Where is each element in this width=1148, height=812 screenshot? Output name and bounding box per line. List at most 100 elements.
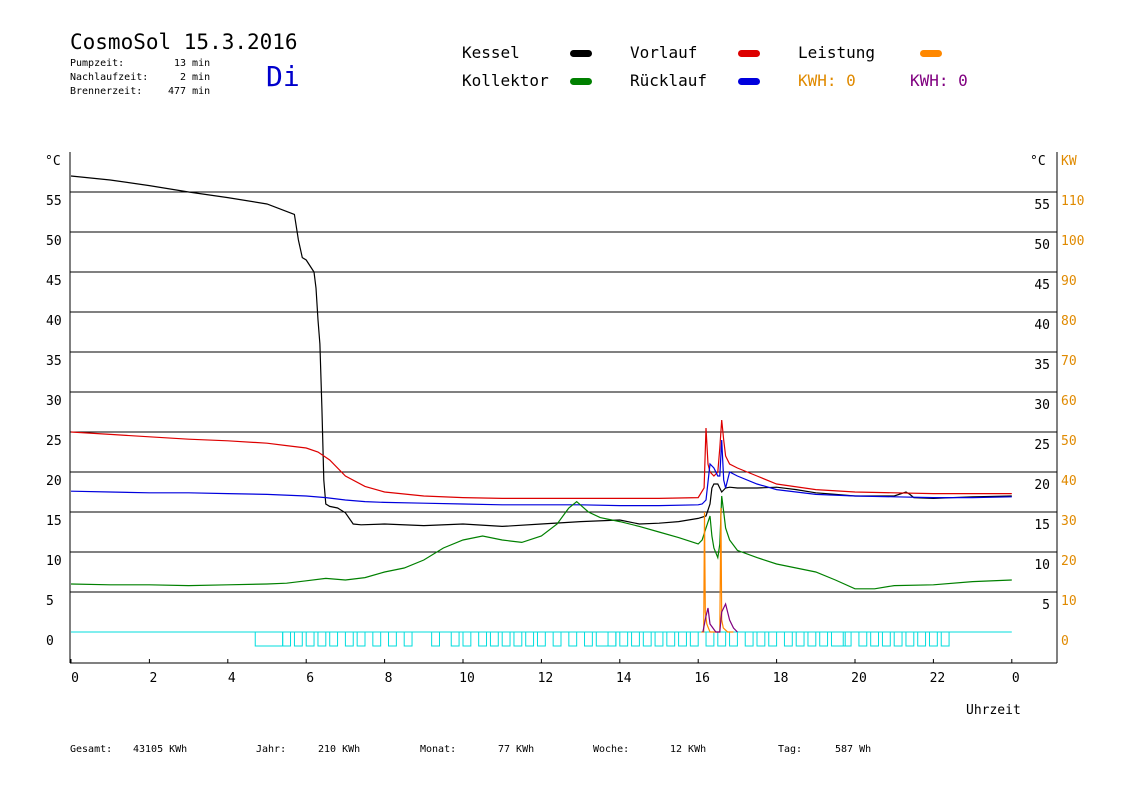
- y2-tick-label: 90: [1061, 274, 1077, 289]
- pump-marker: [552, 631, 562, 647]
- pump-marker: [595, 631, 617, 647]
- nachlaufzeit-label: Nachlaufzeit:: [70, 72, 149, 83]
- y-tick-label-left: 55: [46, 194, 62, 209]
- x-tick-label: 8: [385, 671, 393, 686]
- pump-marker: [893, 631, 903, 647]
- legend-kessel-label: Kessel: [462, 43, 520, 62]
- pump-marker: [513, 631, 523, 647]
- y2-tick-label: 40: [1061, 474, 1077, 489]
- x-tick-label: 0: [1012, 671, 1020, 686]
- series-line-kessel: [70, 175, 1012, 528]
- y-tick-label-left: 10: [46, 554, 62, 569]
- y-tick-label-left: 20: [46, 474, 62, 489]
- y-tick-label-right: 55: [1034, 198, 1050, 213]
- y2-tick-label: 110: [1061, 194, 1084, 209]
- x-tick-label: 18: [773, 671, 789, 686]
- pump-marker: [372, 631, 382, 647]
- x-tick-label: 6: [306, 671, 314, 686]
- y-tick-label-right: 40: [1034, 318, 1050, 333]
- x-tick-label: 16: [694, 671, 710, 686]
- legend-ruecklauf-swatch: [738, 78, 760, 85]
- y-tick-label-left: 15: [46, 514, 62, 529]
- x-tick-label: 20: [851, 671, 867, 686]
- y-tick-label-left: 25: [46, 434, 62, 449]
- pump-marker: [293, 631, 303, 647]
- pump-marker: [317, 631, 327, 647]
- pump-marker: [254, 631, 284, 647]
- legend-kollektor-label: Kollektor: [462, 71, 549, 90]
- pump-marker: [450, 631, 460, 647]
- pumpzeit-label: Pumpzeit:: [70, 58, 125, 69]
- pump-marker: [842, 631, 852, 647]
- pump-marker: [642, 631, 652, 647]
- y-tick-label-right: 5: [1042, 598, 1050, 613]
- y2-tick-label: 10: [1061, 594, 1077, 609]
- pumpzeit-value: 13 min: [174, 58, 211, 69]
- x-axis-label: Uhrzeit: [966, 703, 1021, 718]
- weekday-label: Di: [266, 60, 300, 93]
- y2-tick-label: 30: [1061, 514, 1077, 529]
- pump-marker: [689, 631, 699, 647]
- x-tick-label: 2: [149, 671, 157, 686]
- series-line-vorlauf: [70, 419, 1012, 499]
- legend-vorlauf-swatch: [738, 50, 760, 57]
- pump-marker: [744, 631, 754, 647]
- series-line-r-cklauf: [70, 439, 1012, 507]
- pump-marker: [905, 631, 915, 647]
- footer-gesamt-value: 43105 KWh: [133, 744, 188, 755]
- footer-woche-value: 12 KWh: [670, 744, 707, 755]
- pump-marker: [666, 631, 676, 647]
- pump-marker: [783, 631, 793, 647]
- pump-marker: [607, 631, 617, 647]
- pump-marker: [729, 631, 738, 647]
- y-tick-label-left: 0: [46, 634, 54, 649]
- x-tick-label: 10: [459, 671, 475, 686]
- footer-jahr-label: Jahr:: [256, 744, 287, 755]
- pump-marker: [462, 631, 472, 647]
- y2-tick-label: 80: [1061, 314, 1077, 329]
- y-tick-label-right: 15: [1034, 518, 1050, 533]
- x-tick-label: 14: [616, 671, 632, 686]
- footer-tag-label: Tag:: [778, 744, 803, 755]
- brennerzeit-label: Brennerzeit:: [70, 86, 143, 97]
- y-tick-label-right: 45: [1034, 278, 1050, 293]
- y-tick-label-right: 35: [1034, 358, 1050, 373]
- pump-marker: [928, 631, 938, 647]
- pump-marker: [870, 631, 880, 647]
- pump-marker: [525, 631, 535, 647]
- pump-marker: [940, 631, 950, 647]
- y-tick-label-left: 40: [46, 314, 62, 329]
- pump-marker: [917, 631, 927, 647]
- pump-marker: [881, 631, 891, 647]
- legend-leistung-label: Leistung: [798, 43, 876, 62]
- pump-marker: [305, 631, 315, 647]
- legend-kwh-purple: KWH: 0: [910, 71, 968, 90]
- y-tick-label-right: 25: [1034, 438, 1050, 453]
- pump-marker: [631, 631, 640, 647]
- y-axis-unit-right: °C: [1030, 154, 1046, 169]
- footer-monat-label: Monat:: [420, 744, 457, 755]
- y2-tick-label: 50: [1061, 434, 1077, 449]
- legend-kessel-swatch: [570, 50, 592, 57]
- footer-monat-value: 77 KWh: [498, 744, 535, 755]
- pump-marker: [678, 631, 687, 647]
- y2-axis-unit: KW: [1061, 154, 1077, 169]
- legend-kwh-orange: KWH: 0: [798, 71, 856, 90]
- pump-marker: [536, 631, 546, 647]
- pump-marker: [858, 631, 868, 647]
- footer-jahr-value: 210 KWh: [318, 744, 361, 755]
- y-axis-unit-left: °C: [45, 154, 61, 169]
- pump-marker: [807, 631, 817, 647]
- footer-gesamt-label: Gesamt:: [70, 744, 113, 755]
- y2-tick-label: 60: [1061, 394, 1077, 409]
- series-line-kollektor: [70, 495, 1012, 590]
- brennerzeit-value: 477 min: [168, 86, 211, 97]
- pump-marker: [584, 631, 593, 647]
- pump-marker: [717, 631, 727, 647]
- pump-marker: [705, 631, 715, 647]
- legend-leistung-swatch: [920, 50, 942, 57]
- pump-marker: [568, 631, 578, 647]
- y-tick-label-left: 35: [46, 354, 62, 369]
- pump-marker: [795, 631, 805, 647]
